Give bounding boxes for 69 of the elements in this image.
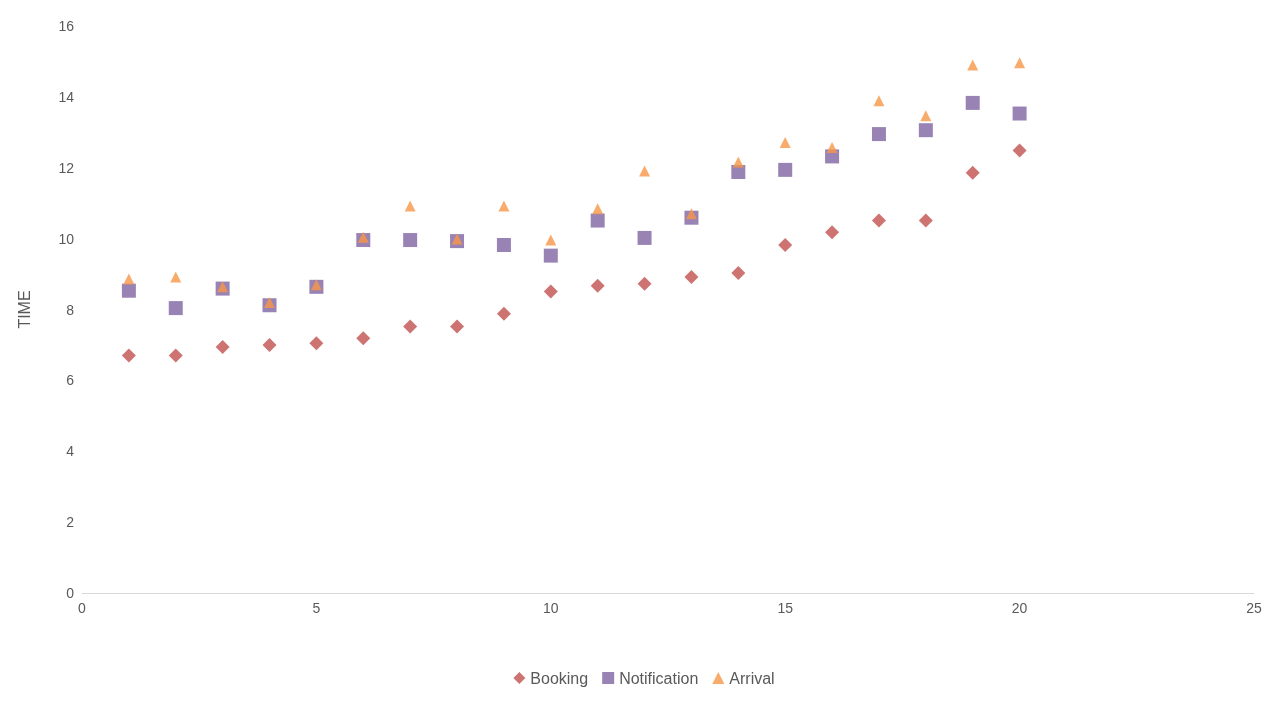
- point: [168, 301, 183, 316]
- point: [498, 200, 510, 212]
- y-tick-label: 4: [66, 443, 75, 460]
- point: [965, 95, 980, 110]
- point: [404, 200, 416, 212]
- y-axis-title: TIME: [15, 290, 33, 329]
- y-tick-label: 2: [66, 514, 75, 531]
- y-tick-label: 8: [66, 301, 75, 318]
- point: [121, 348, 136, 363]
- y-tick-label: 6: [66, 372, 75, 389]
- point: [779, 137, 791, 149]
- point: [543, 248, 558, 263]
- x-tick-label: 0: [78, 600, 87, 616]
- point: [637, 276, 652, 291]
- x-tick-label: 25: [1246, 600, 1262, 616]
- point: [967, 59, 979, 71]
- point: [1012, 106, 1027, 121]
- point: [920, 110, 932, 122]
- point: [778, 162, 793, 177]
- point: [965, 165, 980, 180]
- point: [545, 234, 557, 246]
- point: [496, 306, 511, 321]
- point: [168, 348, 183, 363]
- point: [403, 233, 418, 248]
- point: [543, 284, 558, 299]
- point: [356, 331, 371, 346]
- y-tick-label: 16: [58, 18, 75, 34]
- point: [637, 230, 652, 245]
- point: [825, 225, 840, 240]
- point: [121, 283, 136, 298]
- point: [732, 156, 744, 168]
- point: [826, 142, 838, 154]
- point: [403, 319, 418, 334]
- point: [357, 231, 369, 243]
- point: [918, 123, 933, 138]
- point: [1014, 57, 1026, 69]
- point: [451, 233, 463, 245]
- point: [590, 278, 605, 293]
- y-tick-label: 14: [58, 88, 75, 105]
- point: [918, 213, 933, 228]
- x-tick-label: 20: [1011, 600, 1028, 616]
- legend-label: Notification: [619, 669, 699, 687]
- point: [590, 213, 605, 228]
- y-tick-label: 10: [58, 230, 75, 247]
- point: [170, 271, 182, 283]
- point: [778, 238, 793, 252]
- point: [639, 165, 651, 177]
- point: [215, 340, 230, 355]
- point: [684, 269, 699, 284]
- point: [123, 273, 135, 285]
- x-tick-label: 15: [777, 600, 794, 616]
- point: [1012, 143, 1027, 158]
- point: [731, 266, 746, 280]
- point: [592, 203, 604, 215]
- point: [871, 127, 886, 142]
- x-tick-label: 5: [312, 600, 321, 616]
- point: [496, 238, 511, 252]
- point: [685, 208, 697, 220]
- point: [309, 336, 324, 351]
- x-tick-label: 10: [543, 600, 559, 616]
- point: [871, 213, 886, 228]
- y-tick-label: 0: [66, 585, 75, 601]
- point: [264, 296, 276, 308]
- point: [873, 95, 885, 107]
- y-tick-label: 12: [58, 159, 75, 176]
- legend-label: Arrival: [729, 669, 775, 687]
- legend-label: Booking: [530, 669, 589, 687]
- point: [262, 337, 277, 352]
- point: [450, 319, 465, 334]
